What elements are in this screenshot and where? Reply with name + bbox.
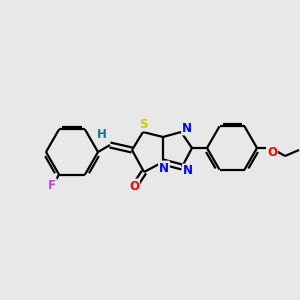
Text: N: N [183,164,193,178]
Text: N: N [182,122,192,134]
Text: N: N [159,161,169,175]
Text: F: F [48,179,56,192]
Text: S: S [139,118,147,130]
Text: H: H [97,128,107,142]
Text: O: O [129,179,139,193]
Text: O: O [267,146,277,160]
